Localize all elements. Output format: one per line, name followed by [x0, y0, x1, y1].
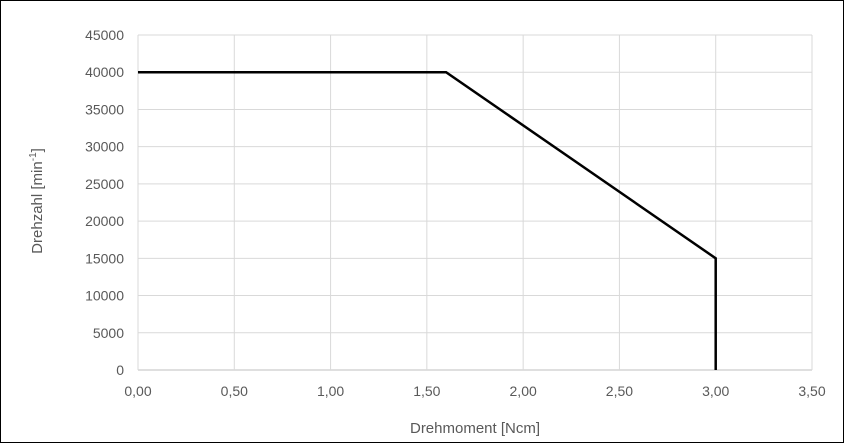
y-axis-title: Drehzahl [min-1] [28, 148, 46, 254]
grid-lines [137, 34, 813, 371]
x-tick-labels: 0,00 0,50 1,00 1,50 2,00 2,50 3,00 3,50 [124, 383, 825, 399]
y-tick-label: 0 [116, 362, 124, 378]
x-tick-label: 1,00 [317, 383, 344, 399]
x-tick-label: 3,00 [702, 383, 729, 399]
x-tick-label: 2,00 [510, 383, 537, 399]
x-tick-label: 0,00 [124, 383, 151, 399]
y-tick-label: 5000 [93, 325, 124, 341]
y-axis-title-prefix: Drehzahl [min [29, 161, 46, 254]
y-tick-label: 45000 [85, 27, 124, 43]
y-tick-label: 10000 [85, 288, 124, 304]
x-tick-label: 2,50 [606, 383, 633, 399]
y-tick-label: 35000 [85, 101, 124, 117]
y-tick-label: 30000 [85, 139, 124, 155]
y-tick-labels: 0 5000 10000 15000 20000 25000 30000 35000 40000… [85, 27, 124, 378]
x-axis-title: Drehmoment [Ncm] [410, 420, 540, 437]
x-tick-label: 1,50 [413, 383, 440, 399]
y-tick-label: 25000 [85, 176, 124, 192]
y-tick-label: 40000 [85, 64, 124, 80]
y-tick-label: 15000 [85, 250, 124, 266]
x-tick-label: 3,50 [798, 383, 825, 399]
series-group [138, 70, 717, 370]
y-tick-label: 20000 [85, 213, 124, 229]
series-line [138, 70, 717, 370]
x-tick-label: 0,50 [221, 383, 248, 399]
y-axis-title-sup: -1 [28, 152, 39, 161]
y-axis-title-suffix: ] [29, 148, 46, 152]
